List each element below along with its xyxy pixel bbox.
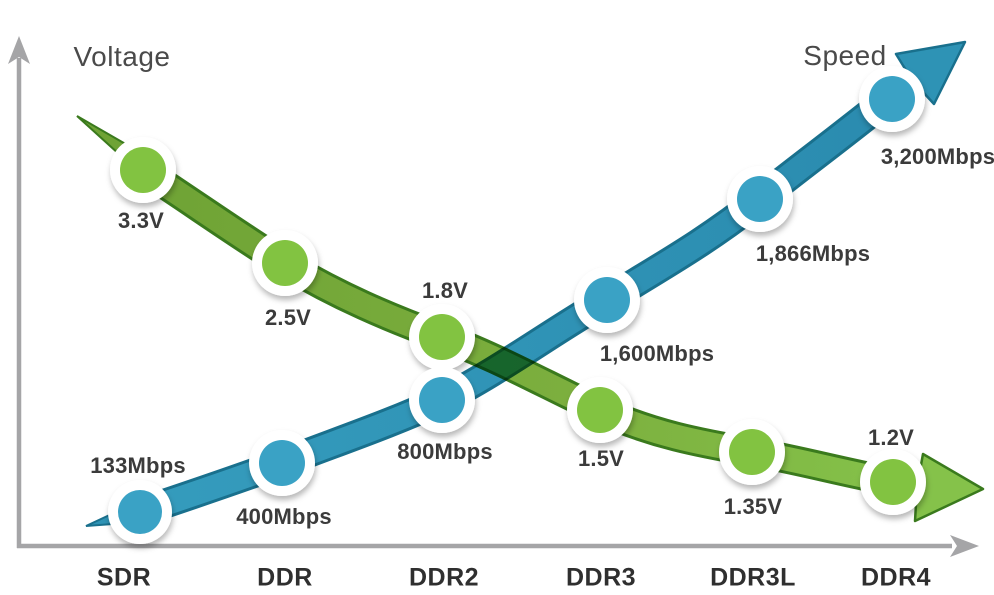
speed-point-ddr3 [584, 277, 630, 323]
voltage-label-ddr3l: 1.35V [723, 494, 783, 519]
voltage-point-ddr3 [577, 387, 623, 433]
speed-label-sdr: 133Mbps [90, 453, 186, 478]
speed-title: Speed [803, 40, 887, 71]
y-axis-arrowhead-icon [8, 36, 30, 64]
voltage-label-ddr2: 1.8V [421, 278, 469, 303]
x-tick-ddr3l: DDR3L [710, 563, 796, 592]
voltage-point-ddr3l [729, 429, 775, 475]
voltage-point-ddr2 [419, 314, 465, 360]
speed-point-sdr [118, 490, 162, 534]
x-tick-ddr: DDR [257, 563, 313, 592]
axes [8, 36, 979, 557]
voltage-label-ddr4: 1.2V [867, 425, 915, 450]
x-axis-arrowhead-icon [950, 535, 979, 557]
voltage-label-ddr3: 1.5V [577, 446, 625, 471]
speed-point-ddr4 [869, 76, 915, 122]
voltage-curve [76, 115, 985, 523]
speed-label-ddr4: 3,200Mbps [880, 144, 994, 169]
voltage-label-sdr: 3.3V [117, 208, 165, 233]
speed-label-ddr2: 800Mbps [397, 439, 493, 464]
x-tick-ddr3: DDR3 [565, 563, 637, 592]
marker-dots [118, 76, 916, 534]
voltage-curve-band-outline [134, 157, 918, 501]
voltage-label-ddr: 2.5V [264, 305, 312, 330]
x-tick-ddr4: DDR4 [860, 563, 932, 592]
x-tick-ddr2: DDR2 [408, 563, 480, 592]
voltage-point-sdr [120, 147, 166, 193]
voltage-title: Voltage [73, 41, 171, 72]
speed-point-ddr2 [419, 377, 465, 423]
speed-point-ddr [259, 440, 305, 486]
speed-label-ddr: 400Mbps [236, 504, 332, 529]
voltage-point-ddr [262, 240, 308, 286]
voltage-curve-band [136, 159, 918, 498]
speed-label-ddr3l: 1,866Mbps [755, 241, 871, 266]
speed-curve [85, 40, 967, 527]
speed-label-ddr3: 1,600Mbps [599, 341, 715, 366]
speed-point-ddr3l [737, 176, 783, 222]
x-tick-sdr: SDR [96, 563, 152, 592]
voltage-point-ddr4 [870, 459, 916, 505]
